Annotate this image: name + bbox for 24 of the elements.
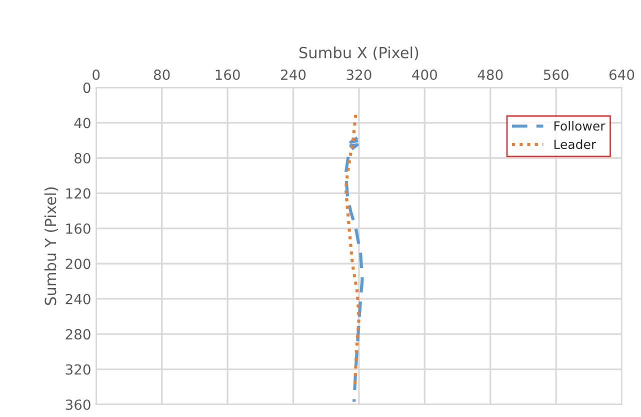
y-tick-label: 80 (74, 152, 90, 164)
y-tick-label: 320 (66, 364, 90, 375)
y-tick-label: 360 (66, 399, 90, 410)
x-tick-label: 400 (412, 70, 437, 80)
y-tick-label: 280 (66, 329, 90, 340)
x-tick-label: 320 (346, 70, 372, 80)
y-tick-label: 160 (66, 223, 90, 234)
legend-label: Follower (554, 121, 606, 131)
y-tick-label: 0 (83, 82, 90, 94)
x-tick-label: 160 (216, 70, 240, 80)
x-tick-label: 640 (609, 70, 634, 80)
y-axis-title: Sumbu Y (Pixel) (44, 187, 58, 305)
y-tick-label: 120 (66, 188, 90, 199)
y-tick-label: 200 (66, 258, 90, 270)
x-tick-label: 240 (281, 70, 306, 80)
x-tick-label: 0 (92, 70, 100, 80)
y-tick-label: 240 (66, 294, 90, 304)
x-tick-label: 80 (154, 70, 170, 80)
x-tick-label: 560 (544, 70, 568, 80)
line-series (344, 136, 364, 404)
x-tick-label: 480 (478, 70, 503, 80)
y-tick-label: 40 (74, 118, 90, 128)
x-axis-title: Sumbu X (Pixel) (299, 46, 418, 60)
legend-label: Leader (554, 139, 596, 150)
